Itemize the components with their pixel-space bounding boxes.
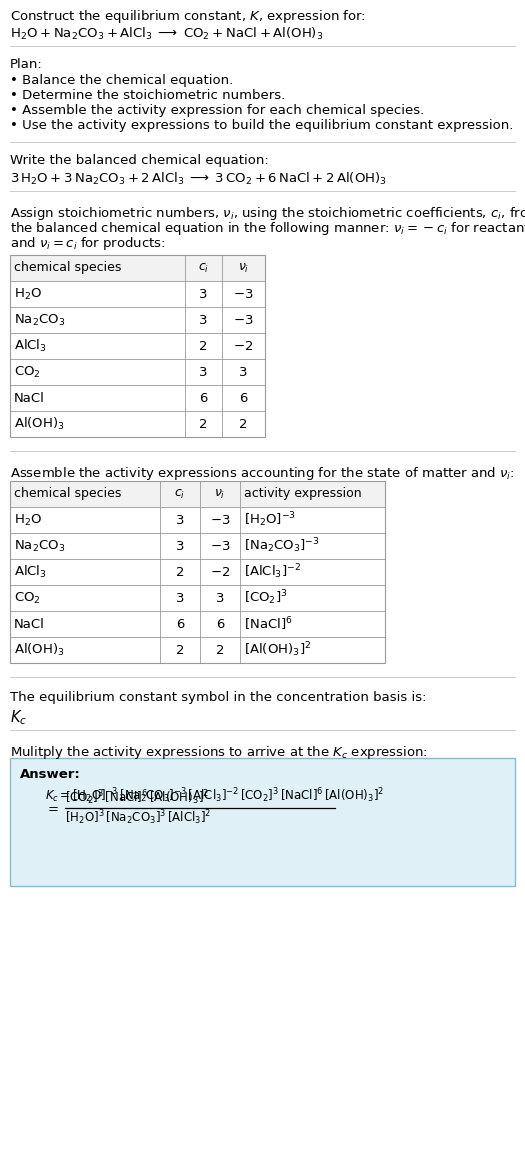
Text: $K_c = [\mathrm{H_2O}]^{-3}\,[\mathrm{Na_2CO_3}]^{-3}\,[\mathrm{AlCl_3}]^{-2}\,[: $K_c = [\mathrm{H_2O}]^{-3}\,[\mathrm{Na…	[45, 786, 384, 805]
Text: 2: 2	[216, 644, 224, 657]
Text: • Determine the stoichiometric numbers.: • Determine the stoichiometric numbers.	[10, 89, 285, 102]
Bar	[10, 611, 385, 637]
Text: 3: 3	[176, 514, 184, 526]
Text: 3: 3	[200, 287, 208, 301]
Text: $\mathrm{H_2O}$: $\mathrm{H_2O}$	[14, 287, 42, 302]
Text: Plan:: Plan:	[10, 58, 43, 71]
Bar	[10, 333, 265, 359]
Text: NaCl: NaCl	[14, 617, 45, 631]
Text: Assemble the activity expressions accounting for the state of matter and $\nu_i$: Assemble the activity expressions accoun…	[10, 465, 514, 482]
Text: 6: 6	[200, 392, 208, 404]
Text: $-3$: $-3$	[210, 514, 230, 526]
Text: 3: 3	[176, 591, 184, 604]
Text: 2: 2	[239, 417, 248, 430]
Bar	[10, 254, 265, 281]
Text: 3: 3	[200, 366, 208, 379]
Text: and $\nu_i = c_i$ for products:: and $\nu_i = c_i$ for products:	[10, 235, 165, 252]
Text: $\mathrm{CO_2}$: $\mathrm{CO_2}$	[14, 590, 41, 605]
Text: $\mathrm{Na_2CO_3}$: $\mathrm{Na_2CO_3}$	[14, 538, 65, 553]
Text: $\mathrm{AlCl_3}$: $\mathrm{AlCl_3}$	[14, 338, 47, 354]
Text: $-3$: $-3$	[210, 539, 230, 552]
Bar	[10, 359, 265, 385]
Bar	[10, 254, 265, 437]
Text: $\mathrm{H_2O + Na_2CO_3 + AlCl_3 \;\longrightarrow\; CO_2 + NaCl + Al(OH)_3}$: $\mathrm{H_2O + Na_2CO_3 + AlCl_3 \;\lon…	[10, 26, 323, 42]
Text: $[\mathrm{CO_2}]^{3}\,[\mathrm{NaCl}]^{6}\,[\mathrm{Al(OH)_3}]^{2}$: $[\mathrm{CO_2}]^{3}\,[\mathrm{NaCl}]^{6…	[65, 789, 209, 808]
Text: $[\mathrm{H_2O}]^{3}\,[\mathrm{Na_2CO_3}]^{3}\,[\mathrm{AlCl_3}]^{2}$: $[\mathrm{H_2O}]^{3}\,[\mathrm{Na_2CO_3}…	[65, 809, 212, 827]
Text: • Balance the chemical equation.: • Balance the chemical equation.	[10, 74, 233, 87]
Bar	[10, 481, 385, 664]
Text: $\nu_i$: $\nu_i$	[238, 261, 249, 274]
Text: 3: 3	[176, 539, 184, 552]
Text: $-2$: $-2$	[210, 566, 230, 579]
Text: $\mathrm{3\,H_2O + 3\,Na_2CO_3 + 2\,AlCl_3 \;\longrightarrow\; 3\,CO_2 + 6\,NaCl: $\mathrm{3\,H_2O + 3\,Na_2CO_3 + 2\,AlCl…	[10, 171, 387, 187]
Text: $\mathrm{Na_2CO_3}$: $\mathrm{Na_2CO_3}$	[14, 313, 65, 328]
Text: $K_c$: $K_c$	[10, 708, 27, 726]
Text: $-2$: $-2$	[234, 339, 254, 352]
Text: Write the balanced chemical equation:: Write the balanced chemical equation:	[10, 155, 269, 167]
Text: 3: 3	[216, 591, 224, 604]
Text: 3: 3	[200, 314, 208, 327]
Bar	[10, 584, 385, 611]
Bar	[10, 637, 385, 664]
Text: NaCl: NaCl	[14, 392, 45, 404]
Bar	[10, 481, 385, 507]
Text: $\mathrm{H_2O}$: $\mathrm{H_2O}$	[14, 512, 42, 528]
Bar	[10, 411, 265, 437]
Text: $=$: $=$	[45, 802, 59, 815]
Text: $-3$: $-3$	[233, 314, 254, 327]
Bar	[10, 281, 265, 307]
Text: $\mathrm{Al(OH)_3}$: $\mathrm{Al(OH)_3}$	[14, 416, 65, 432]
Text: Assign stoichiometric numbers, $\nu_i$, using the stoichiometric coefficients, $: Assign stoichiometric numbers, $\nu_i$, …	[10, 205, 525, 222]
Bar	[10, 307, 265, 333]
Bar	[10, 507, 385, 533]
Bar	[10, 533, 385, 559]
Text: $\nu_i$: $\nu_i$	[214, 487, 226, 501]
Text: activity expression: activity expression	[244, 488, 362, 501]
Text: $[\mathrm{CO_2}]^{3}$: $[\mathrm{CO_2}]^{3}$	[244, 589, 288, 608]
Text: $c_i$: $c_i$	[174, 487, 186, 501]
Text: $[\mathrm{Na_2CO_3}]^{-3}$: $[\mathrm{Na_2CO_3}]^{-3}$	[244, 537, 320, 555]
Bar	[10, 559, 385, 584]
Text: $\mathrm{CO_2}$: $\mathrm{CO_2}$	[14, 365, 41, 380]
Text: $\mathrm{AlCl_3}$: $\mathrm{AlCl_3}$	[14, 564, 47, 580]
Text: Answer:: Answer:	[20, 768, 81, 781]
Text: • Assemble the activity expression for each chemical species.: • Assemble the activity expression for e…	[10, 105, 424, 117]
Text: The equilibrium constant symbol in the concentration basis is:: The equilibrium constant symbol in the c…	[10, 691, 426, 704]
Text: the balanced chemical equation in the following manner: $\nu_i = -c_i$ for react: the balanced chemical equation in the fo…	[10, 220, 525, 237]
Text: • Use the activity expressions to build the equilibrium constant expression.: • Use the activity expressions to build …	[10, 119, 513, 132]
Text: 6: 6	[239, 392, 248, 404]
Text: $-3$: $-3$	[233, 287, 254, 301]
Text: Mulitply the activity expressions to arrive at the $K_c$ expression:: Mulitply the activity expressions to arr…	[10, 744, 428, 761]
Text: $[\mathrm{Al(OH)_3}]^{2}$: $[\mathrm{Al(OH)_3}]^{2}$	[244, 640, 311, 659]
Text: $[\mathrm{AlCl_3}]^{-2}$: $[\mathrm{AlCl_3}]^{-2}$	[244, 562, 301, 581]
Bar	[10, 758, 515, 885]
Text: 2: 2	[176, 644, 184, 657]
Text: $\mathrm{Al(OH)_3}$: $\mathrm{Al(OH)_3}$	[14, 641, 65, 658]
Text: 6: 6	[176, 617, 184, 631]
Text: 2: 2	[176, 566, 184, 579]
Text: chemical species: chemical species	[14, 488, 121, 501]
Text: Construct the equilibrium constant, $K$, expression for:: Construct the equilibrium constant, $K$,…	[10, 8, 366, 26]
Text: chemical species: chemical species	[14, 261, 121, 274]
Text: 2: 2	[200, 417, 208, 430]
Bar	[10, 385, 265, 411]
Text: 3: 3	[239, 366, 248, 379]
Text: $c_i$: $c_i$	[198, 261, 209, 274]
Text: 6: 6	[216, 617, 224, 631]
Text: 2: 2	[200, 339, 208, 352]
Text: $[\mathrm{H_2O}]^{-3}$: $[\mathrm{H_2O}]^{-3}$	[244, 510, 296, 530]
Text: $[\mathrm{NaCl}]^{6}$: $[\mathrm{NaCl}]^{6}$	[244, 615, 292, 633]
